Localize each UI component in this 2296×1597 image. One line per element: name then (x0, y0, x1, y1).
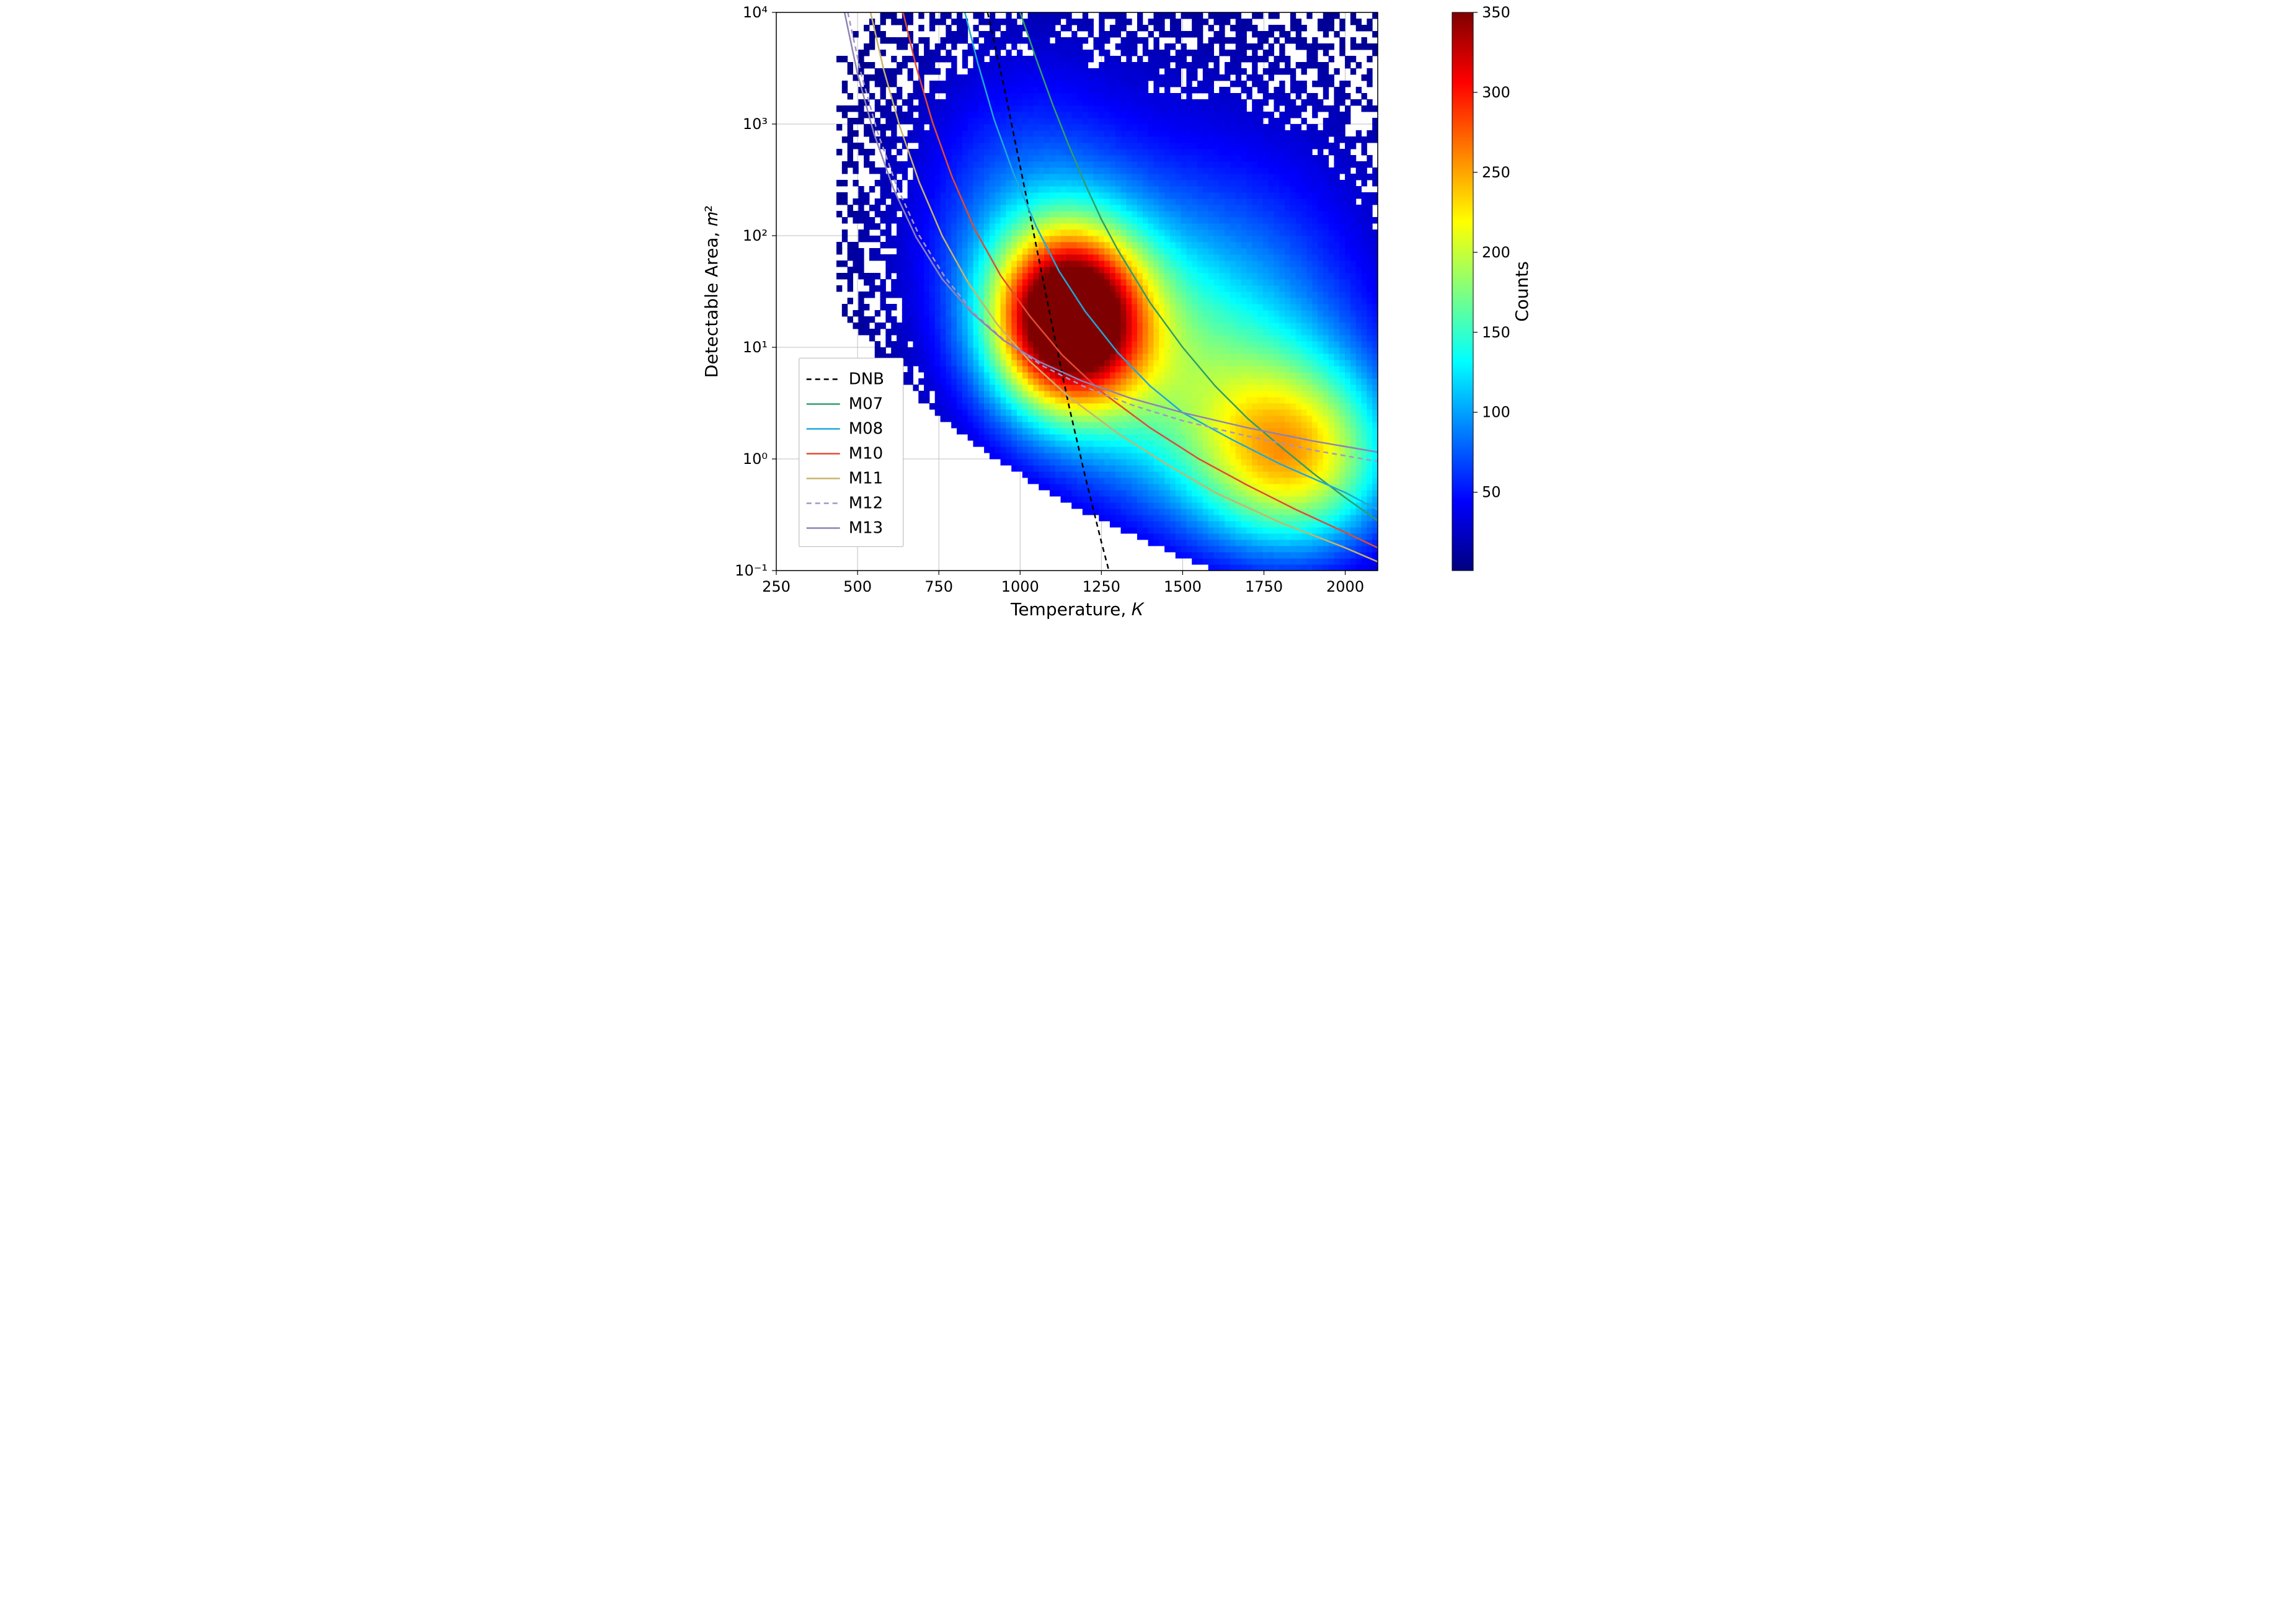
legend-label-M07: M07 (848, 394, 883, 413)
y-tick-label: 10⁻¹ (735, 562, 768, 579)
chart-root: 250 500 750 1000 1250 1500 1750 2000 Temperature… (689, 0, 1607, 639)
heatmap (836, 12, 1378, 571)
y-tick-label: 10² (742, 227, 767, 244)
legend-label-M10: M10 (848, 444, 883, 463)
colorbar-tick-label: 300 (1482, 84, 1510, 101)
y-tick-label: 10¹ (742, 339, 767, 356)
x-tick-label: 1500 (1163, 578, 1201, 595)
chart-svg: 250 500 750 1000 1250 1500 1750 2000 Temperature… (689, 0, 1607, 639)
colorbar-tick-label: 150 (1482, 324, 1510, 341)
x-tick-label: 500 (843, 578, 872, 595)
colorbar-tick-label: 100 (1482, 404, 1510, 421)
x-tick-label: 1250 (1082, 578, 1120, 595)
x-tick-label: 750 (924, 578, 953, 595)
y-tick-label: 10⁴ (742, 4, 767, 21)
legend: DNB M07 M08 M10 M11 M12 M13 (799, 358, 903, 546)
legend-label-M12: M12 (848, 494, 883, 512)
legend-label-M13: M13 (848, 518, 883, 537)
x-tick-label: 1750 (1244, 578, 1282, 595)
legend-label-DNB: DNB (848, 370, 884, 388)
x-tick-label: 250 (762, 578, 791, 595)
y-tick-label: 10³ (742, 115, 767, 133)
colorbar-tick-label: 250 (1482, 164, 1510, 181)
colorbar-tick-label: 50 (1482, 484, 1501, 501)
x-axis-label: Temperature, 𝐾 (1009, 599, 1144, 620)
y-tick-label: 10⁰ (742, 450, 767, 468)
colorbar-tick-label: 350 (1482, 4, 1510, 21)
y-axis-label: Detectable Area, 𝑚² (701, 205, 722, 378)
legend-label-M08: M08 (848, 419, 883, 438)
colorbar-label: Counts (1512, 261, 1532, 322)
x-tick-label: 2000 (1326, 578, 1364, 595)
legend-label-M11: M11 (848, 469, 883, 487)
x-tick-label: 1000 (1001, 578, 1039, 595)
colorbar: 50 100 150 200 250 300 350 Counts (1452, 4, 1532, 571)
colorbar-tick-label: 200 (1482, 244, 1510, 261)
